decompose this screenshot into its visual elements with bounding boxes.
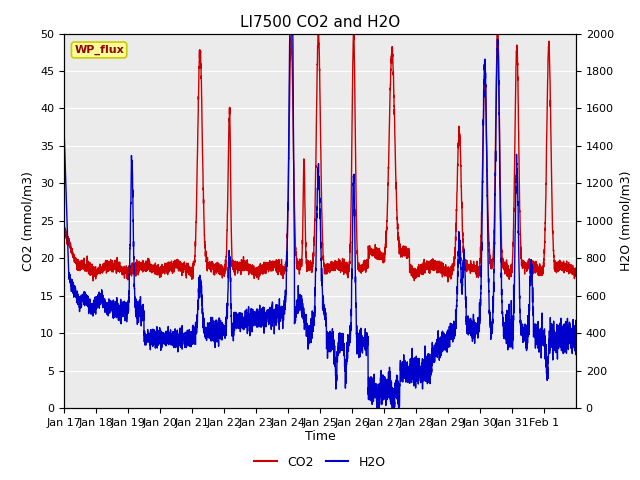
Y-axis label: CO2 (mmol/m3): CO2 (mmol/m3): [22, 171, 35, 271]
H2O: [286, 31, 294, 36]
Line: CO2: CO2: [64, 34, 576, 282]
H2O: [460, 257, 468, 263]
H2O: [166, 334, 174, 340]
H2O: [486, 307, 493, 313]
CO2: [499, 258, 506, 264]
Title: LI7500 CO2 and H2O: LI7500 CO2 and H2O: [240, 15, 400, 30]
H2O: [60, 124, 68, 130]
H2O: [373, 405, 381, 411]
H2O: [499, 310, 506, 315]
X-axis label: Time: Time: [305, 431, 335, 444]
Legend: CO2, H2O: CO2, H2O: [250, 451, 390, 474]
H2O: [339, 346, 347, 352]
CO2: [314, 31, 322, 36]
CO2: [60, 224, 68, 229]
CO2: [339, 268, 347, 274]
Line: H2O: H2O: [64, 34, 576, 408]
CO2: [366, 250, 374, 255]
CO2: [460, 251, 468, 257]
Y-axis label: H2O (mmol/m3): H2O (mmol/m3): [620, 170, 632, 271]
H2O: [366, 380, 374, 386]
Text: WP_flux: WP_flux: [74, 45, 124, 55]
CO2: [486, 246, 493, 252]
CO2: [166, 261, 174, 266]
CO2: [444, 279, 452, 285]
CO2: [572, 269, 580, 275]
H2O: [572, 332, 580, 337]
